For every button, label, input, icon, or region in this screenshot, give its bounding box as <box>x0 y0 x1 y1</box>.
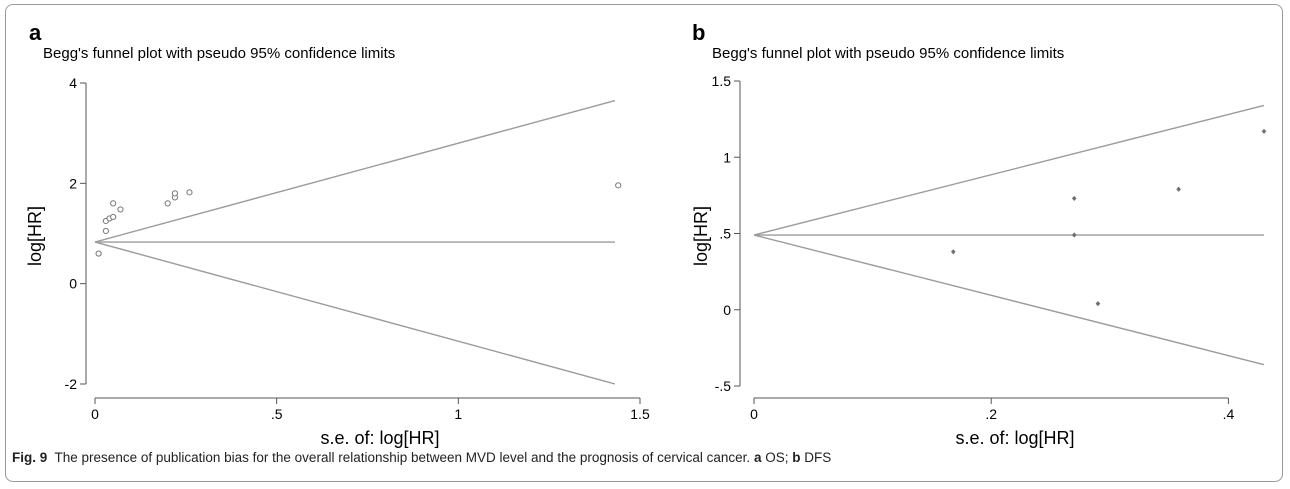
x-axis-label-b: s.e. of: log[HR] <box>955 428 1074 448</box>
chart-title-b: Begg's funnel plot with pseudo 95% confi… <box>712 45 1064 62</box>
y-tick-label-b: -.5 <box>715 378 732 394</box>
chart-title-a: Begg's funnel plot with pseudo 95% confi… <box>43 45 395 62</box>
y-tick-label-a: -2 <box>65 376 78 392</box>
y-tick-label-b: 1.5 <box>712 73 732 89</box>
x-tick-label-b: .2 <box>985 406 997 422</box>
panel-letter-b: b <box>692 20 705 45</box>
x-tick-label-a: .5 <box>271 406 283 422</box>
x-tick-label-a: 1.5 <box>630 406 650 422</box>
x-axis-label-a: s.e. of: log[HR] <box>320 428 439 448</box>
x-tick-label-b: 0 <box>750 406 758 422</box>
y-tick-label-a: 0 <box>69 276 77 292</box>
caption-part-b-text: DFS <box>804 450 832 465</box>
data-point-a <box>102 227 110 235</box>
figure-frame <box>5 4 1283 482</box>
data-point-b <box>1176 186 1181 192</box>
panel-letter-a: a <box>29 20 42 45</box>
plot-area-b: -.5 0 .5 1 1.5 0 .2 .4 <box>712 73 1267 422</box>
lower-limit-line-a <box>94 241 616 385</box>
caption-part-b-label: b <box>792 450 801 465</box>
x-tick-label-b: .4 <box>1223 406 1235 422</box>
lower-limit-line-b <box>753 234 1265 366</box>
figure-caption: Fig. 9 The presence of publication bias … <box>12 450 1274 465</box>
data-point-b <box>1071 195 1077 202</box>
x-tick-label-a: 1 <box>454 406 462 422</box>
y-tick-label-a: 4 <box>69 75 77 91</box>
y-axis-label-a: log[HR] <box>25 206 45 266</box>
data-point-b <box>950 249 956 255</box>
data-point-b <box>1071 232 1077 238</box>
y-tick-label-b: .5 <box>719 226 731 242</box>
caption-part-a-text: OS; <box>765 450 789 465</box>
caption-text: The presence of publication bias for the… <box>54 450 751 465</box>
data-point-a <box>186 189 193 196</box>
data-point-a <box>110 213 117 221</box>
data-point-b <box>1261 128 1267 134</box>
data-point-a <box>171 190 179 197</box>
caption-part-a-label: a <box>753 450 762 465</box>
y-tick-label-a: 2 <box>69 175 77 191</box>
y-tick-label-b: 1 <box>723 149 731 165</box>
data-point-b <box>1095 301 1101 307</box>
upper-limit-line-a <box>94 99 616 243</box>
data-point-a <box>95 250 102 257</box>
data-point-a <box>110 200 117 207</box>
caption-fig-label: Fig. 9 <box>12 450 48 465</box>
data-point-a <box>117 206 124 213</box>
data-point-a <box>164 200 171 207</box>
y-tick-label-b: 0 <box>723 302 731 318</box>
upper-limit-line-b <box>753 104 1265 236</box>
y-axis-label-b: log[HR] <box>691 206 711 266</box>
plot-area-a: -2 0 2 4 0 .5 1 1.5 <box>65 75 650 422</box>
x-tick-label-a: 0 <box>91 406 99 422</box>
data-point-a <box>615 182 622 189</box>
